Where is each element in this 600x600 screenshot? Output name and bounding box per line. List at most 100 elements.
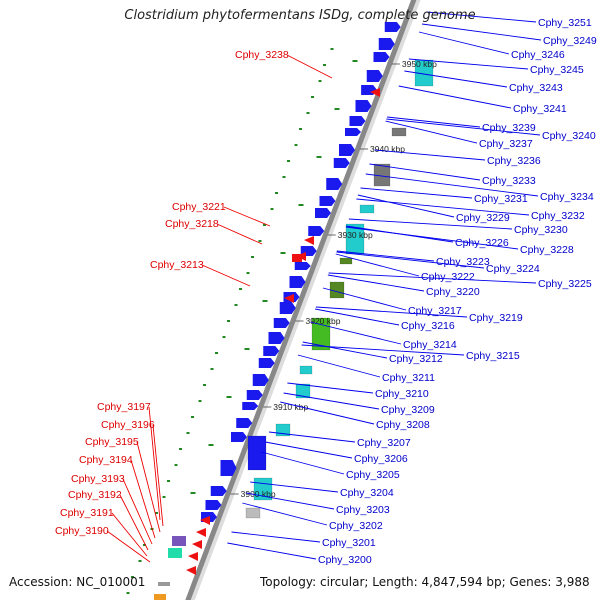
forward-gene-arrow bbox=[319, 196, 336, 206]
gc-dash bbox=[316, 156, 322, 158]
gc-dot bbox=[191, 416, 194, 418]
gene-label-cphy_3206: Cphy_3206 bbox=[354, 453, 408, 465]
gene-leader-line bbox=[268, 431, 356, 443]
reverse-gene-arrow bbox=[370, 88, 380, 97]
forward-gene-arrow bbox=[279, 302, 296, 314]
gene-leader-line bbox=[374, 149, 486, 161]
gene-leader-line bbox=[231, 531, 321, 543]
gene-leader-line bbox=[336, 250, 435, 262]
gene-label-cphy_3203: Cphy_3203 bbox=[336, 504, 390, 516]
gene-leader-line bbox=[261, 451, 345, 475]
gene-leader-line bbox=[386, 118, 541, 136]
gene-label-cphy_3208: Cphy_3208 bbox=[376, 419, 430, 431]
gene-leader-line bbox=[336, 251, 485, 269]
gene-label-cphy_3223: Cphy_3223 bbox=[436, 256, 490, 268]
forward-gene-arrow bbox=[210, 486, 227, 496]
gene-label-cphy_3204: Cphy_3204 bbox=[340, 487, 394, 499]
gene-label-cphy_3245: Cphy_3245 bbox=[530, 64, 584, 76]
gene-leader-line bbox=[223, 206, 271, 227]
gene-label-cphy_3233: Cphy_3233 bbox=[482, 175, 536, 187]
forward-gene-arrow bbox=[345, 128, 361, 136]
gene-leader-line bbox=[246, 492, 335, 510]
gene-label-cphy_3219: Cphy_3219 bbox=[469, 312, 523, 324]
gc-dot bbox=[167, 480, 170, 482]
gene-label-cphy_3192: Cphy_3192 bbox=[68, 489, 122, 501]
gene-label-cphy_3220: Cphy_3220 bbox=[426, 286, 480, 298]
forward-gene-arrow bbox=[366, 70, 383, 82]
forward-gene-arrow bbox=[289, 276, 306, 288]
forward-gene-arrow bbox=[384, 22, 401, 32]
gene-leader-line bbox=[360, 187, 473, 199]
forward-gene-arrow bbox=[252, 374, 269, 386]
gc-dash bbox=[226, 396, 232, 398]
gene-label-cphy_3213: Cphy_3213 bbox=[150, 259, 204, 271]
gene-label-cphy_3191: Cphy_3191 bbox=[60, 507, 114, 519]
gc-dot bbox=[174, 464, 178, 466]
gene-label-cphy_3236: Cphy_3236 bbox=[487, 155, 541, 167]
gene-label-cphy_3239: Cphy_3239 bbox=[482, 122, 536, 134]
reverse-gene-block bbox=[292, 254, 302, 262]
gene-leader-line bbox=[287, 382, 374, 394]
gene-leader-line bbox=[152, 424, 164, 527]
gene-label-cphy_3211: Cphy_3211 bbox=[382, 372, 435, 384]
forward-gene-arrow bbox=[294, 262, 311, 270]
genome-title: Clostridium phytofermentans ISDg, comple… bbox=[124, 8, 476, 23]
gene-label-cphy_3196: Cphy_3196 bbox=[101, 419, 155, 431]
gene-label-cphy_3207: Cphy_3207 bbox=[357, 437, 411, 449]
gc-dot bbox=[239, 288, 242, 290]
gene-leader-line bbox=[122, 478, 153, 545]
forward-gene-arrow bbox=[231, 432, 247, 442]
forward-gene-arrow bbox=[242, 402, 259, 410]
gene-label-cphy_3231: Cphy_3231 bbox=[474, 193, 528, 205]
gene-leader-line bbox=[242, 502, 328, 526]
forward-gene-arrow bbox=[236, 418, 253, 428]
gene-leader-line bbox=[408, 58, 529, 70]
gene-leader-line bbox=[297, 354, 381, 378]
gc-dot bbox=[330, 48, 334, 50]
kbp-tick-label: 3940 kbp bbox=[370, 144, 405, 154]
gc-dot bbox=[131, 576, 134, 578]
gene-leader-line bbox=[322, 287, 407, 311]
forward-gene-arrow bbox=[355, 100, 372, 112]
gc-dot bbox=[234, 304, 238, 306]
gene-leader-line bbox=[216, 223, 263, 245]
gene-leader-line bbox=[387, 116, 481, 128]
gc-dot bbox=[210, 368, 214, 370]
gc-dot-track bbox=[126, 48, 358, 594]
gc-dot bbox=[143, 544, 146, 546]
topology-text: Topology: circular; Length: 4,847,594 bp… bbox=[260, 575, 590, 589]
reverse-gene-arrow bbox=[186, 566, 196, 575]
gene-leader-line bbox=[404, 70, 508, 88]
gene-label-cphy_3230: Cphy_3230 bbox=[514, 224, 568, 236]
purple-gene-block bbox=[172, 536, 186, 546]
gene-leader-line bbox=[286, 54, 333, 79]
gc-dot bbox=[155, 512, 158, 514]
forward-gene-arrow bbox=[268, 332, 285, 344]
gene-label-cphy_3240: Cphy_3240 bbox=[542, 130, 596, 142]
gene-label-cphy_3224: Cphy_3224 bbox=[486, 263, 540, 275]
reverse-gene-arrow bbox=[304, 236, 314, 245]
gene-label-cphy_3218: Cphy_3218 bbox=[165, 218, 219, 230]
gc-dot bbox=[270, 208, 274, 210]
gene-leader-line bbox=[385, 120, 478, 144]
gene-leader-line bbox=[111, 512, 148, 557]
gc-dot bbox=[299, 128, 302, 130]
gc-dot bbox=[311, 96, 314, 98]
gene-label-cphy_3201: Cphy_3201 bbox=[322, 537, 376, 549]
gc-dot bbox=[263, 224, 266, 226]
gene-label-cphy_3221: Cphy_3221 bbox=[172, 201, 226, 213]
gene-label-cphy_3202: Cphy_3202 bbox=[329, 520, 383, 532]
kbp-tick-label: 3950 kbp bbox=[402, 59, 437, 69]
gene-label-cphy_3225: Cphy_3225 bbox=[538, 278, 592, 290]
kbp-tick-label: 3900 kbp bbox=[241, 489, 276, 499]
left-gene-labels: Cphy_3238 Cphy_3221 Cphy_3218 Cphy_3213 Cphy… bbox=[55, 49, 333, 563]
kbp-ticks: 3950 kbp 3940 kbp 3930 kbp 3920 kbp 3910 kbp… bbox=[230, 59, 437, 499]
reverse-gene-arrow bbox=[188, 552, 198, 561]
gene-label-cphy_3216: Cphy_3216 bbox=[401, 320, 455, 332]
gc-dash bbox=[280, 252, 286, 254]
gray-gene-block bbox=[158, 582, 170, 586]
gc-dot bbox=[287, 160, 290, 162]
gc-dash bbox=[208, 444, 214, 446]
